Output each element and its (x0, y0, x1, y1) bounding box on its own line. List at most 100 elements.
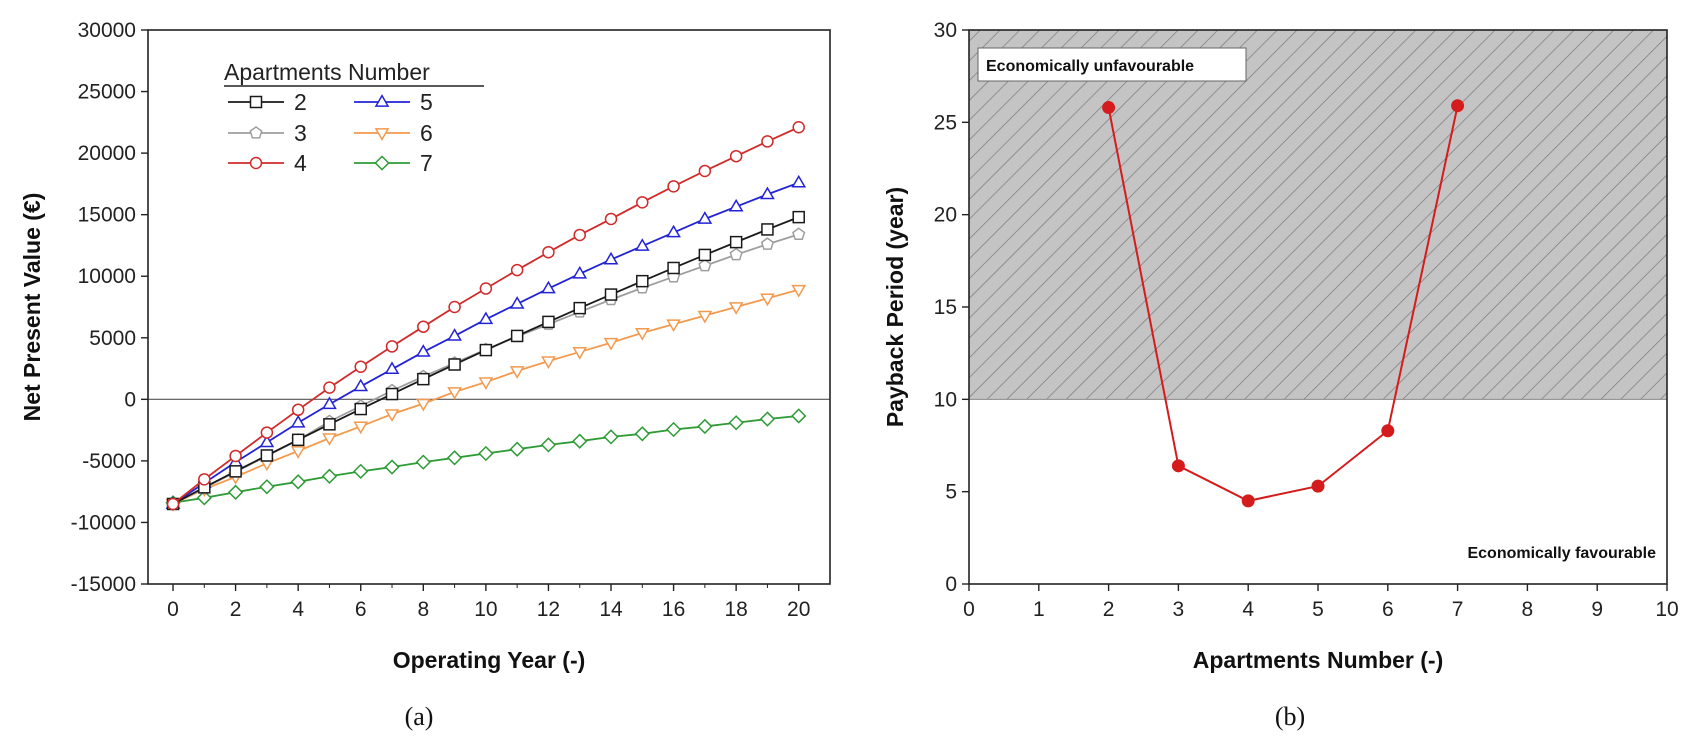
unfavourable-label-box: Economically unfavourable (977, 47, 1247, 82)
chart-a-legend: Apartments Number 2 3 4 5 6 7 (224, 59, 484, 176)
data-point (259, 479, 275, 495)
data-point (791, 284, 807, 298)
data-point (540, 437, 557, 453)
legend-label: 7 (420, 150, 433, 176)
x-tick-label: 1 (1033, 598, 1045, 621)
chart-a-y-axis-label: Net Present Value (€) (19, 193, 45, 422)
data-point (761, 223, 774, 236)
legend-swatch-marker (249, 126, 263, 139)
chart-b-x-axis: 0 1 2 3 4 5 6 7 8 9 10 (963, 584, 1679, 621)
data-point (792, 210, 805, 224)
legend-swatch-marker (249, 156, 263, 170)
data-point (417, 320, 430, 333)
data-point (603, 429, 619, 445)
data-point (384, 459, 400, 475)
data-point (573, 228, 586, 242)
data-point (227, 484, 244, 500)
chart-a-x-axis-label: Operating Year (-) (393, 647, 586, 673)
data-point (572, 347, 588, 360)
y-tick-label: 15000 (78, 204, 136, 227)
data-point (353, 463, 369, 480)
data-point (573, 301, 586, 315)
legend-item-3: 3 (228, 120, 307, 146)
unfavourable-label: Economically unfavourable (986, 58, 1194, 75)
data-point (446, 450, 463, 466)
payback-point (1311, 479, 1325, 493)
data-point (166, 497, 180, 511)
data-point (229, 449, 242, 463)
x-tick-label: 18 (724, 598, 747, 621)
data-point (510, 329, 524, 343)
payback-point (1102, 101, 1116, 115)
data-point (603, 337, 619, 351)
data-point (728, 198, 744, 212)
data-point (509, 366, 525, 379)
chart-a-x-axis: 0 2 4 6 8 10 12 14 16 18 20 (167, 584, 810, 621)
legend-label: 3 (294, 120, 307, 146)
series-3 (166, 227, 806, 510)
data-point (417, 372, 430, 386)
x-tick-label: 10 (474, 598, 497, 621)
legend-swatch-marker (374, 128, 390, 141)
data-point (572, 265, 588, 279)
data-point (198, 473, 211, 486)
data-point (698, 248, 712, 262)
series-7 (165, 408, 807, 511)
data-point (196, 490, 212, 506)
y-tick-label: -15000 (71, 573, 136, 596)
y-tick-label: 0 (945, 573, 957, 596)
x-tick-label: 8 (417, 598, 429, 621)
data-point (353, 421, 369, 435)
data-point (698, 164, 712, 178)
data-point (698, 258, 712, 272)
data-point (760, 186, 775, 200)
payback-point (1451, 99, 1465, 113)
data-point (385, 387, 399, 401)
y-tick-label: 10 (934, 388, 957, 411)
x-tick-label: 3 (1173, 598, 1185, 621)
data-point (509, 296, 525, 309)
data-point (729, 247, 743, 261)
data-point (478, 445, 494, 462)
legend-swatch-marker (249, 95, 263, 109)
legend-items: 2 3 4 5 6 7 (228, 89, 433, 176)
data-point (697, 211, 713, 224)
legend-item-7: 7 (354, 150, 433, 176)
data-point (666, 224, 681, 238)
legend-label: 5 (420, 89, 433, 115)
chart-b-x-axis-label: Apartments Number (-) (1193, 647, 1443, 673)
data-point (291, 433, 305, 447)
data-point (510, 263, 524, 277)
x-tick-label: 0 (963, 598, 975, 621)
favourable-label: Economically favourable (1467, 545, 1656, 562)
payback-point (1171, 459, 1185, 473)
y-tick-label: 5 (945, 481, 957, 504)
y-tick-label: 30000 (78, 19, 136, 42)
data-point (260, 426, 274, 439)
data-point (634, 426, 650, 442)
data-point (791, 408, 807, 424)
y-tick-label: 30 (934, 19, 957, 42)
x-tick-label: 2 (230, 598, 242, 621)
data-point (322, 396, 337, 410)
data-point (792, 121, 805, 134)
data-point (542, 315, 555, 329)
data-point (509, 441, 525, 457)
x-tick-label: 2 (1103, 598, 1115, 621)
y-tick-label: 25 (934, 111, 957, 134)
x-tick-label: 7 (1452, 598, 1464, 621)
economically-unfavourable-region (969, 30, 1667, 400)
data-point (636, 196, 649, 209)
payback-point (1381, 424, 1395, 438)
y-tick-label: 20000 (78, 142, 136, 165)
y-tick-label: 5000 (89, 327, 136, 350)
legend-item-2: 2 (228, 89, 307, 115)
chart-b-y-axis: 0 5 10 15 20 25 30 (934, 19, 969, 596)
x-tick-label: 12 (537, 598, 560, 621)
data-point (604, 212, 618, 226)
data-point (729, 235, 743, 249)
x-tick-label: 9 (1591, 598, 1603, 621)
chart-b-caption: (b) (1275, 702, 1305, 731)
data-point (760, 293, 775, 307)
